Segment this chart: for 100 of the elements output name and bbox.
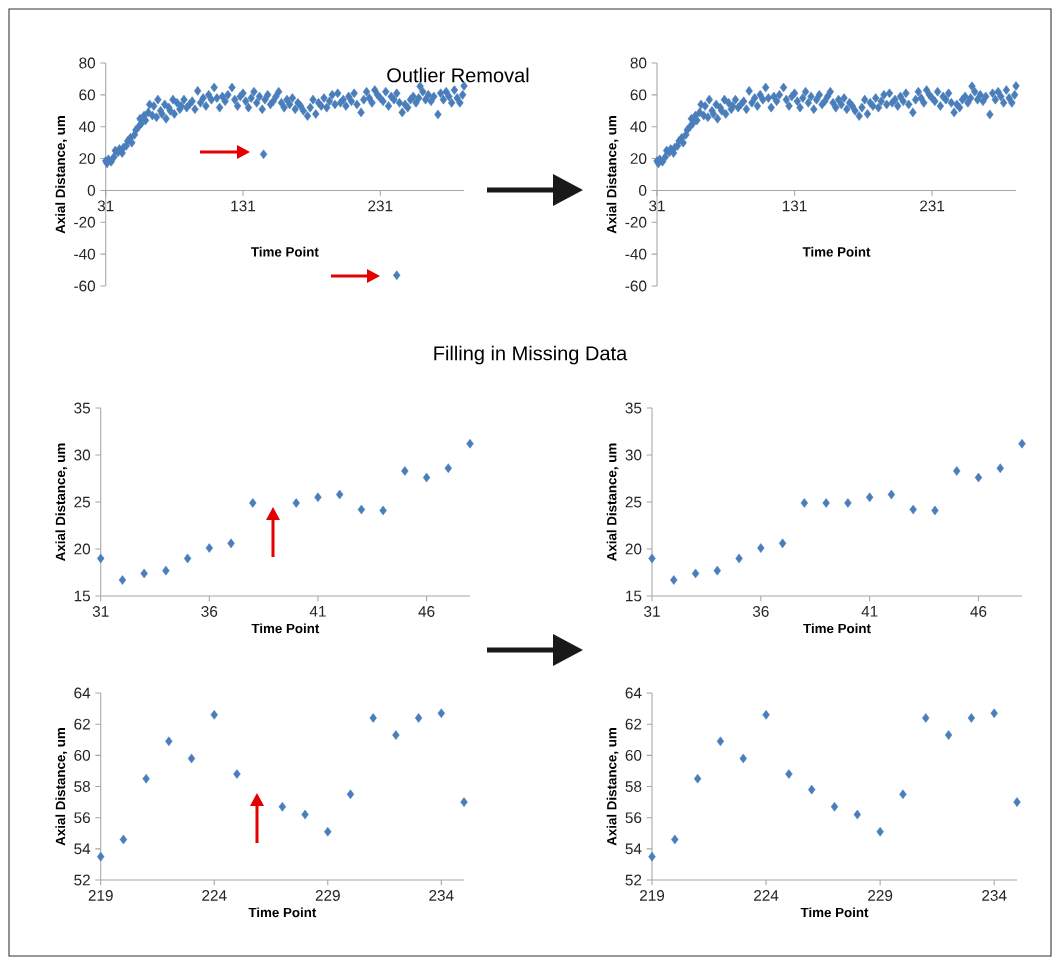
point	[292, 498, 300, 508]
x-tick-label: 46	[418, 606, 435, 617]
y-tick-label: 56	[625, 812, 642, 824]
point	[346, 789, 355, 800]
point	[278, 801, 287, 812]
y-tick-label: 25	[74, 496, 91, 508]
x-tick-label: 229	[868, 890, 893, 901]
x-tick-label: 224	[754, 890, 779, 901]
y-axis-title: Axial Distance, um	[606, 728, 619, 846]
chart-title: Outlier Removal	[387, 67, 529, 83]
y-axis-title: Axial Distance, um	[606, 443, 619, 561]
point	[165, 736, 173, 747]
x-tick-label: 234	[982, 890, 1007, 901]
y-tick-label: 30	[625, 449, 642, 461]
x-tick-label: 234	[429, 890, 454, 901]
point	[899, 789, 907, 800]
point	[227, 538, 235, 549]
point	[162, 565, 170, 576]
point	[379, 505, 387, 516]
x-tick-label: 46	[970, 606, 987, 617]
point	[369, 713, 377, 723]
point	[800, 498, 809, 508]
x-tick-label: 31	[97, 200, 114, 212]
y-axis-title: Axial Distance, um	[55, 443, 68, 561]
point	[822, 498, 830, 508]
point	[142, 773, 150, 784]
y-tick-label: 52	[625, 874, 642, 886]
x-tick-label: 219	[639, 890, 665, 901]
y-tick-label: 40	[78, 121, 96, 133]
point	[183, 553, 192, 564]
point	[716, 736, 725, 747]
y-tick-label: 60	[625, 749, 642, 761]
point	[118, 575, 127, 585]
point	[996, 463, 1004, 473]
point	[336, 489, 344, 500]
point	[233, 769, 241, 779]
y-tick-label: 0	[639, 185, 647, 196]
y-tick-label: 54	[625, 843, 642, 855]
point	[187, 753, 196, 764]
y-tick-label: 35	[625, 402, 642, 414]
y-tick-label: 30	[74, 449, 91, 461]
point	[691, 568, 700, 579]
x-tick-label: 131	[231, 200, 256, 212]
point	[808, 784, 816, 795]
x-tick-label: 231	[920, 200, 945, 212]
x-tick-label: 231	[368, 200, 393, 212]
point	[990, 708, 998, 719]
point	[314, 492, 322, 503]
point	[778, 538, 787, 549]
point	[414, 713, 423, 723]
y-tick-label: 54	[74, 843, 91, 855]
y-axis-title: Axial Distance, um	[606, 116, 619, 234]
point	[648, 851, 656, 862]
point	[876, 826, 884, 837]
point	[844, 498, 852, 508]
x-tick-label: 31	[92, 606, 109, 617]
point	[953, 466, 961, 476]
y-tick-label: -20	[74, 216, 96, 228]
point	[853, 809, 861, 820]
point	[670, 575, 678, 585]
point	[1018, 438, 1026, 449]
point	[735, 553, 743, 564]
y-tick-label: 20	[630, 153, 647, 165]
y-tick-label: 80	[79, 57, 96, 69]
y-tick-label: 60	[630, 89, 647, 101]
x-tick-label: 31	[644, 606, 660, 617]
point	[909, 504, 917, 515]
point	[648, 553, 656, 564]
text: Filling in Missing Data	[434, 345, 628, 365]
y-tick-label: 52	[74, 874, 90, 886]
y-tick-label: 20	[625, 543, 642, 555]
x-tick-label: 229	[315, 890, 340, 901]
y-tick-label: 20	[79, 153, 96, 165]
point	[119, 834, 128, 845]
point	[922, 713, 930, 723]
y-tick-label: -20	[625, 216, 647, 228]
y-tick-label: 64	[625, 687, 642, 699]
y-tick-label: 62	[625, 718, 642, 730]
x-tick-label: 31	[649, 200, 665, 212]
point	[757, 543, 765, 553]
point	[865, 492, 874, 503]
y-tick-label: 56	[74, 812, 90, 824]
y-tick-label: 25	[625, 496, 642, 508]
y-tick-label: 80	[630, 57, 647, 69]
point	[444, 463, 452, 473]
y-tick-label: 60	[74, 749, 91, 761]
x-axis-title: Time Point	[251, 246, 319, 257]
y-tick-label: -60	[625, 280, 647, 292]
point	[422, 472, 431, 483]
x-axis-title: Time Point	[800, 907, 869, 918]
x-tick-label: 41	[861, 606, 878, 617]
y-axis-title: Axial Distance, um	[55, 728, 68, 846]
x-axis-title: Time Point	[248, 907, 317, 918]
x-axis-title: Time Point	[251, 623, 320, 634]
point	[785, 769, 793, 779]
point	[140, 568, 148, 579]
y-tick-label: 62	[74, 718, 90, 730]
y-tick-label: 40	[630, 121, 647, 133]
point	[301, 809, 309, 820]
x-tick-label: 131	[782, 200, 807, 212]
